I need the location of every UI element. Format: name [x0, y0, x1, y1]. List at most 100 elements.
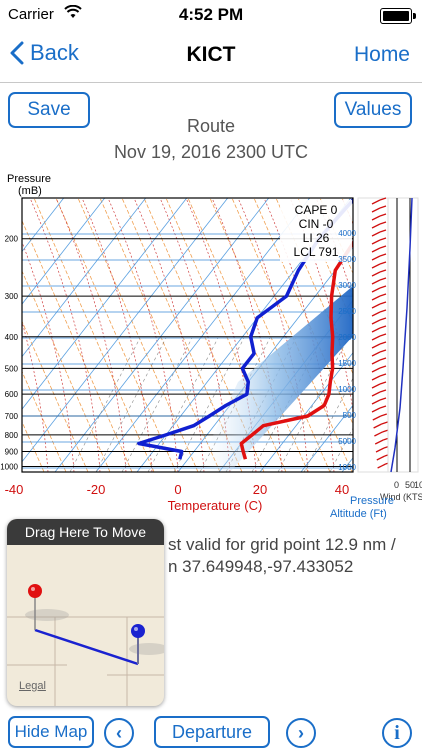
next-button[interactable]: › — [286, 718, 316, 748]
home-button[interactable]: Home — [353, 43, 410, 66]
wind-barb — [377, 463, 386, 469]
wind-barb-flag — [381, 421, 388, 425]
pressure-tick-label: 600 — [5, 390, 19, 399]
isotherm — [22, 198, 106, 305]
pressure-tick-label: 400 — [5, 333, 19, 342]
skew-t-chart: CAPE 0 CIN -0 LI 26 LCL 791 Pressure (mB… — [0, 168, 422, 528]
wind-barb-flag — [379, 293, 387, 297]
temperature-line — [239, 239, 353, 460]
wind-barb-flag — [379, 213, 387, 217]
wind-barb — [371, 343, 381, 349]
pressure-tick-label: 1000 — [0, 462, 18, 471]
grid-point-line-2: n 37.649948,-97.433052 — [168, 557, 354, 576]
altitude-tick-label: 1000 — [338, 463, 356, 472]
dry-adiabat — [99, 198, 221, 472]
chevron-left-icon — [10, 41, 24, 65]
wind-tick-0: 0 — [394, 480, 399, 490]
dry-adiabat — [22, 270, 111, 472]
wind-barb — [371, 239, 381, 245]
wind-barb-flag — [380, 413, 388, 417]
indices-box — [280, 200, 352, 262]
status-bar: Carrier 4:52 PM — [0, 0, 422, 32]
wind-barb-flag — [379, 253, 387, 257]
wind-barb — [371, 287, 381, 293]
altitude-tick-label: 2000 — [338, 333, 356, 342]
wind-barb — [371, 255, 381, 261]
isotherm — [22, 198, 147, 358]
altitude-unit-label: Altitude (Ft) — [330, 508, 387, 520]
wind-barb-flag — [379, 373, 387, 377]
wind-barb-flag — [379, 221, 387, 225]
temperature-axis-label: Temperature (C) — [168, 498, 263, 513]
altitude-tick-label: 5000 — [338, 437, 356, 446]
wind-barb — [371, 391, 381, 397]
route-line — [34, 628, 139, 666]
back-button[interactable]: Back — [10, 40, 79, 66]
wind-barb-flag — [379, 405, 387, 409]
mixing-ratio-line — [303, 377, 353, 472]
carrier-label: Carrier — [8, 6, 54, 23]
isotherm — [300, 404, 353, 472]
map-legal-link[interactable]: Legal — [19, 680, 46, 692]
pressure-tick-label: 700 — [5, 412, 19, 421]
info-icon[interactable]: i — [382, 718, 412, 748]
dry-adiabat — [22, 370, 67, 472]
wind-barb-flag — [379, 325, 387, 329]
pressure-tick-label: 200 — [5, 235, 19, 244]
values-button[interactable]: Values — [334, 92, 412, 128]
altitude-tick-label: 4000 — [338, 229, 356, 238]
wind-barb — [371, 263, 381, 269]
departure-button[interactable]: Departure — [154, 716, 270, 748]
wind-barb-flag — [379, 237, 387, 241]
isotherm — [22, 198, 229, 463]
wind-barb-flag — [379, 317, 387, 321]
wind-barb — [371, 303, 381, 309]
wind-barb — [371, 207, 381, 213]
departure-pin-icon[interactable] — [28, 584, 42, 598]
temperature-tick-label: 0 — [174, 482, 181, 497]
dewpoint-line — [137, 198, 353, 460]
altitude-tick-label: 500 — [343, 411, 357, 420]
wind-barb — [371, 223, 381, 229]
wind-barb-flag — [379, 205, 387, 209]
temperature-tick-label: -20 — [87, 482, 106, 497]
destination-pin-icon[interactable] — [131, 624, 145, 638]
battery-icon — [380, 8, 416, 24]
isotherm — [54, 198, 270, 472]
dry-adiabat — [22, 420, 45, 472]
wind-barb-flag — [379, 381, 387, 385]
save-button[interactable]: Save — [8, 92, 90, 128]
pressure-tick-label: 900 — [5, 448, 19, 457]
altitude-axis-label: Pressure — [350, 495, 394, 507]
wind-barb — [374, 431, 383, 437]
altitude-tick-label: 1500 — [338, 359, 356, 368]
route-map[interactable] — [7, 545, 164, 706]
dry-adiabat — [55, 198, 177, 472]
hide-map-button[interactable]: Hide Map — [8, 716, 94, 748]
wind-barb — [371, 231, 381, 237]
wind-barb — [371, 399, 381, 405]
map-panel[interactable]: Drag Here To Move Legal — [7, 519, 164, 706]
wind-barb — [371, 311, 381, 317]
wind-barb — [371, 359, 381, 365]
wind-barb — [371, 367, 381, 373]
wind-barb — [371, 319, 381, 325]
mixing-ratio-line — [329, 427, 353, 472]
bottom-toolbar: Hide Map ‹ Departure › i — [0, 708, 422, 750]
parcel-shading — [196, 286, 353, 472]
altitude-tick-label: 2500 — [338, 307, 356, 316]
isotherm — [22, 198, 65, 253]
wind-barb — [376, 455, 386, 461]
mixing-ratio-line — [121, 337, 193, 472]
navigation-bar: Back KICT Home — [0, 32, 422, 83]
pressure-unit-label: (mB) — [18, 185, 42, 197]
temperature-tick-label: 40 — [335, 482, 349, 497]
wind-barb — [374, 439, 384, 445]
dry-adiabat — [33, 198, 155, 472]
previous-button[interactable]: ‹ — [104, 718, 134, 748]
mixing-ratio-line — [95, 337, 167, 472]
isotherm — [177, 246, 353, 472]
isotherm — [95, 198, 311, 472]
wind-barb-flag — [379, 389, 387, 393]
map-drag-handle[interactable]: Drag Here To Move — [7, 519, 164, 545]
